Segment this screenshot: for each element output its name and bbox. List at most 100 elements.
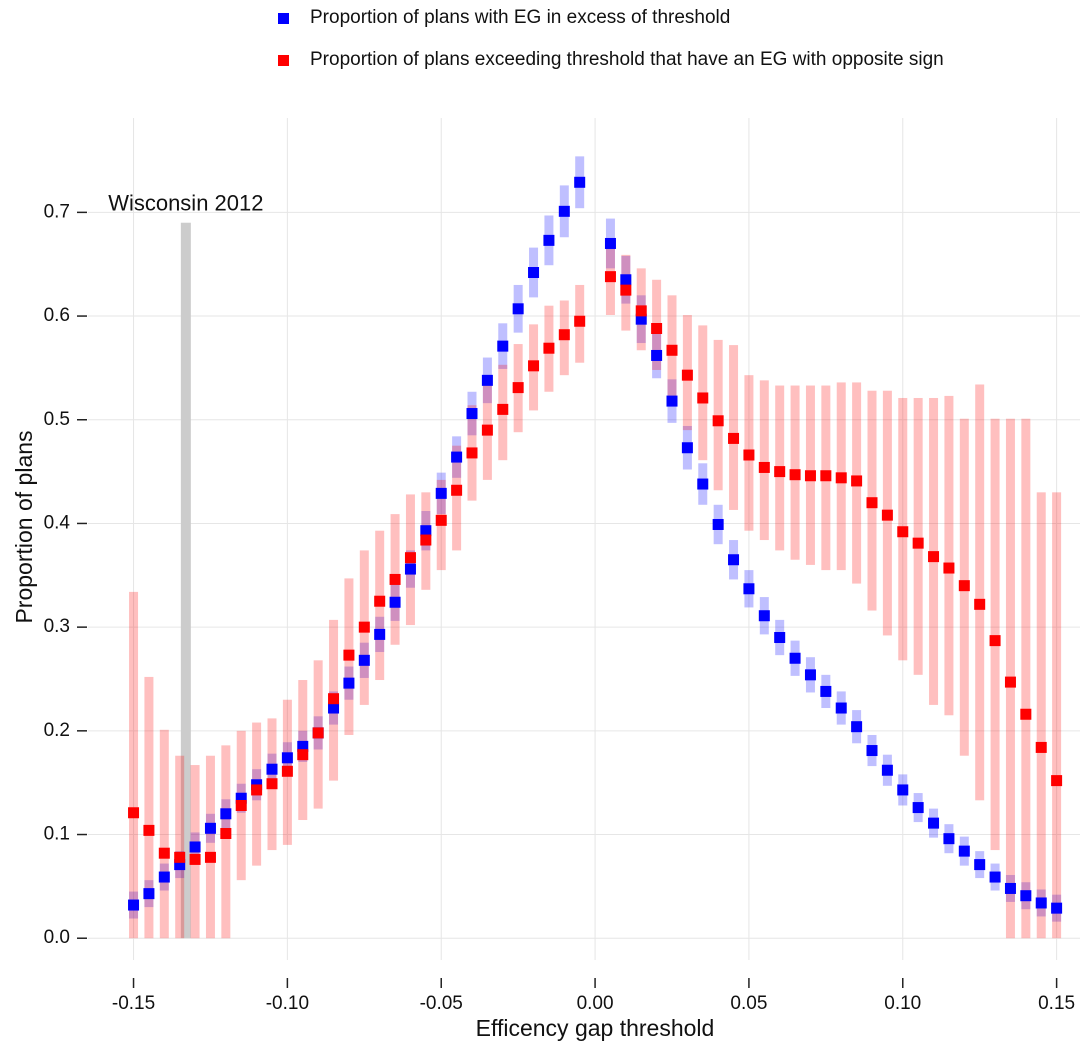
point	[912, 537, 924, 549]
point	[497, 340, 509, 352]
point	[943, 562, 955, 574]
point	[158, 847, 170, 859]
point	[404, 552, 416, 564]
point	[743, 583, 755, 595]
point	[804, 470, 816, 482]
point	[312, 727, 324, 739]
point	[189, 841, 201, 853]
error-bar	[713, 339, 723, 491]
point	[235, 799, 247, 811]
point	[528, 267, 540, 279]
point	[543, 342, 555, 354]
point	[774, 632, 786, 644]
point	[251, 784, 263, 796]
point	[989, 635, 1001, 647]
legend-swatch	[278, 55, 289, 66]
point	[374, 595, 386, 607]
error-bar	[159, 729, 169, 939]
point	[881, 509, 893, 521]
point	[666, 395, 678, 407]
point	[958, 580, 970, 592]
point	[128, 807, 140, 819]
y-tick-label: 0.4	[44, 512, 71, 533]
point	[851, 475, 863, 487]
point	[574, 176, 586, 188]
point	[128, 899, 140, 911]
error-bar	[452, 445, 462, 551]
point	[220, 827, 232, 839]
x-tick-label: 0.05	[730, 993, 767, 1014]
point	[204, 851, 216, 863]
point	[266, 763, 278, 775]
legend-label: Proportion of plans with EG in excess of…	[310, 7, 730, 28]
point	[758, 610, 770, 622]
point	[912, 802, 924, 814]
point	[374, 628, 386, 640]
point	[143, 888, 155, 900]
point	[974, 859, 986, 871]
point	[343, 677, 355, 689]
point	[328, 702, 340, 714]
point	[712, 415, 724, 427]
point	[189, 853, 201, 865]
point	[451, 484, 463, 496]
point	[1051, 902, 1063, 914]
point	[297, 749, 309, 761]
x-tick-label: 0.10	[884, 993, 921, 1014]
point	[512, 382, 524, 394]
point	[820, 470, 832, 482]
annotation-label: Wisconsin 2012	[108, 191, 263, 216]
point	[651, 323, 663, 334]
x-tick-label: 0.00	[577, 993, 614, 1014]
point	[635, 305, 647, 317]
point	[989, 871, 1001, 883]
point	[758, 461, 770, 473]
point	[897, 784, 909, 796]
point	[420, 525, 432, 537]
point	[635, 313, 647, 325]
point	[158, 871, 170, 883]
point	[466, 408, 478, 420]
point	[466, 447, 478, 459]
point	[174, 859, 186, 871]
error-bar	[144, 676, 154, 939]
point	[789, 652, 801, 664]
point	[928, 817, 940, 829]
point	[220, 808, 232, 820]
error-bar	[990, 418, 1000, 851]
point	[697, 392, 709, 404]
point	[928, 551, 940, 563]
error-bar	[975, 384, 985, 801]
point	[420, 534, 432, 546]
annotation-bar	[180, 222, 191, 939]
point	[651, 349, 663, 361]
point	[681, 369, 693, 381]
y-tick-label: 0.3	[44, 616, 70, 637]
point	[1004, 676, 1016, 688]
point	[1004, 882, 1016, 894]
point	[358, 621, 370, 633]
y-tick-label: 0.2	[44, 720, 70, 741]
error-bar	[129, 591, 139, 939]
point	[604, 237, 616, 249]
point	[281, 752, 293, 764]
point	[974, 598, 986, 610]
point	[235, 792, 247, 804]
error-bar	[729, 345, 739, 510]
x-tick-label: -0.10	[266, 993, 309, 1014]
point	[358, 654, 370, 666]
point	[804, 669, 816, 681]
point	[404, 563, 416, 575]
point	[481, 424, 493, 436]
error-bar	[175, 755, 185, 939]
point	[620, 274, 632, 286]
point	[958, 845, 970, 857]
point	[866, 497, 878, 509]
point	[728, 554, 740, 566]
y-tick-label: 0.7	[44, 201, 70, 222]
y-tick-label: 0.1	[44, 824, 70, 845]
error-bar	[913, 397, 923, 675]
x-tick-label: -0.15	[112, 993, 155, 1014]
x-tick-label: 0.15	[1038, 993, 1075, 1014]
point	[389, 596, 401, 608]
